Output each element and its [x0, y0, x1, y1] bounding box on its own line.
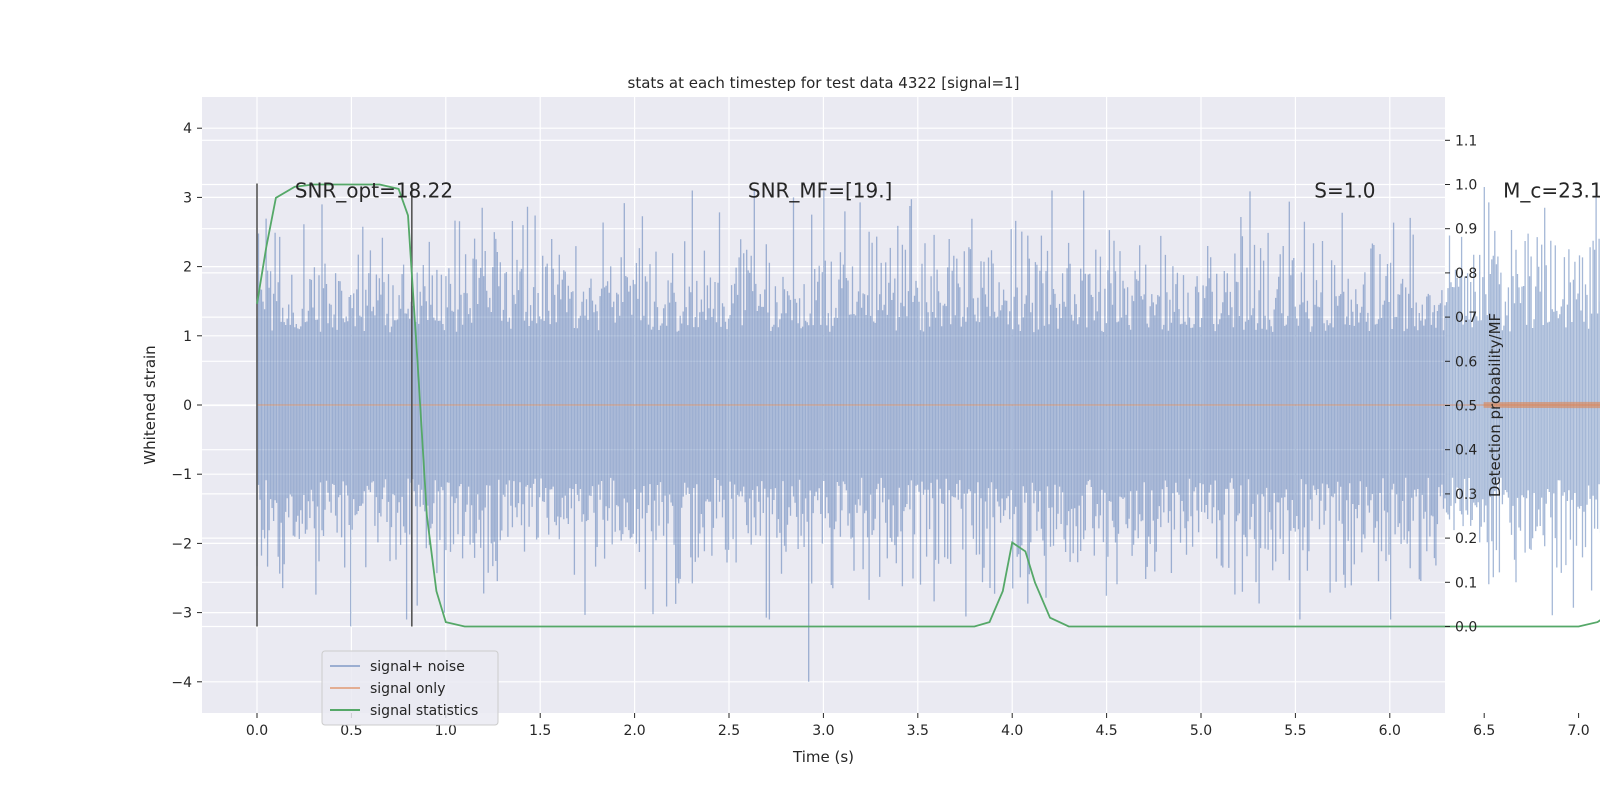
signal-chirp [1483, 401, 1600, 409]
y-left-tick-label: −2 [171, 536, 192, 552]
annotation: S=1.0 [1314, 179, 1375, 203]
y-left-tick-label: −1 [171, 467, 192, 483]
x-tick-label: 0.0 [246, 723, 268, 739]
x-tick-label: 2.5 [718, 723, 740, 739]
y-left-tick-label: −4 [171, 675, 192, 691]
y-right-tick-label: 0.3 [1455, 487, 1477, 503]
y-right-tick-label: 0.4 [1455, 443, 1477, 459]
y-right-tick-label: 0.7 [1455, 310, 1477, 326]
y-left-axis-ticks: −4 −3 −2 −1 0 1 2 3 4 [171, 121, 202, 691]
y-left-tick-label: 3 [183, 190, 192, 206]
y-right-tick-label: 1.1 [1455, 133, 1477, 149]
x-tick-label: 5.0 [1190, 723, 1212, 739]
legend-entry: signal+ noise [370, 659, 465, 675]
x-tick-label: 2.0 [623, 723, 645, 739]
y-left-axis-label: Whitened strain [141, 345, 159, 464]
x-tick-label: 7.0 [1567, 723, 1589, 739]
x-axis-ticks: 0.0 0.5 1.0 1.5 2.0 2.5 3.0 3.5 4.0 4.5 5.0 5.5 6.0 6… [246, 713, 1590, 739]
y-left-tick-label: 4 [183, 121, 192, 137]
x-tick-label: 4.0 [1001, 723, 1023, 739]
vertical-markers [256, 183, 413, 627]
y-right-tick-label: 1.0 [1455, 178, 1477, 194]
y-left-tick-label: −3 [171, 606, 192, 622]
y-left-tick-label: 0 [183, 398, 192, 414]
y-right-tick-label: 0.2 [1455, 531, 1477, 547]
x-tick-label: 1.5 [529, 723, 551, 739]
y-left-tick-label: 1 [183, 329, 192, 345]
x-tick-label: 0.5 [340, 723, 362, 739]
legend-entry: signal statistics [370, 703, 478, 719]
y-right-tick-label: 0.0 [1455, 620, 1477, 636]
x-tick-label: 4.5 [1095, 723, 1117, 739]
annotation: SNR_opt=18.22 [295, 179, 453, 203]
y-right-tick-label: 0.5 [1455, 399, 1477, 415]
legend: signal+ noise signal only signal statistic… [321, 650, 499, 726]
annotation: SNR_MF=[19.] [748, 179, 892, 203]
x-tick-label: 6.5 [1473, 723, 1495, 739]
x-tick-label: 6.0 [1379, 723, 1401, 739]
y-left-tick-label: 2 [183, 260, 192, 276]
y-right-tick-label: 0.1 [1455, 575, 1477, 591]
y-right-tick-label: 0.6 [1455, 354, 1477, 370]
x-tick-label: 5.5 [1284, 723, 1306, 739]
legend-entry: signal only [370, 681, 445, 697]
series-signal-only [257, 401, 1600, 409]
x-tick-label: 3.0 [812, 723, 834, 739]
x-axis-label: Time (s) [792, 748, 854, 766]
annotations: SNR_opt=18.22 SNR_MF=[19.] S=1.0 M_c=23.12 [295, 179, 1600, 203]
chart-title: stats at each timestep for test data 432… [628, 74, 1020, 92]
series-signal-statistics [256, 183, 1600, 628]
y-right-tick-label: 0.9 [1455, 222, 1477, 238]
y-right-tick-label: 0.8 [1455, 266, 1477, 282]
legend-frame [321, 650, 499, 726]
y-right-axis-label: Detection probability/MF [1486, 313, 1504, 497]
annotation: M_c=23.12 [1503, 179, 1600, 203]
y-right-axis-ticks: 0.0 0.1 0.2 0.3 0.4 0.5 0.6 0.7 0.8 0.9 1.0 1.1 [1445, 133, 1477, 636]
x-tick-label: 3.5 [907, 723, 929, 739]
x-tick-label: 1.0 [435, 723, 457, 739]
